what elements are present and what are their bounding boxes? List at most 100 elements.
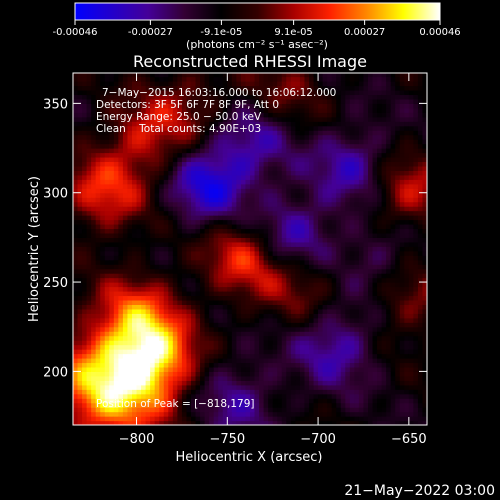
heatmap-cell: [141, 402, 147, 408]
heatmap-cell: [181, 192, 188, 198]
heatmap-cell: [141, 375, 147, 381]
heatmap-cell: [277, 103, 283, 109]
heatmap-cell: [281, 188, 287, 194]
heatmap-cell: [82, 411, 88, 417]
heatmap-cell: [336, 170, 342, 176]
heatmap-cell: [150, 94, 156, 100]
heatmap-cell: [254, 371, 260, 377]
heatmap-cell: [91, 197, 97, 203]
heatmap-cell: [136, 380, 142, 386]
heatmap-cell: [245, 389, 251, 395]
heatmap-cell: [132, 322, 138, 328]
heatmap-cell: [231, 121, 237, 127]
heatmap-cell: [286, 201, 292, 207]
heatmap-cell: [136, 322, 142, 328]
heatmap-cell: [86, 277, 92, 283]
heatmap-cell: [168, 380, 174, 386]
heatmap-cell: [177, 259, 183, 265]
heatmap-cell: [286, 188, 292, 194]
heatmap-cell: [113, 152, 119, 158]
heatmap-cell: [231, 264, 237, 270]
heatmap-cell: [200, 340, 206, 346]
heatmap-cell: [295, 232, 301, 238]
heatmap-cell: [186, 393, 192, 399]
heatmap-cell: [204, 206, 210, 212]
heatmap-cell: [172, 326, 178, 332]
heatmap-cell: [259, 232, 265, 238]
heatmap-cell: [168, 116, 174, 122]
heatmap-cell: [290, 273, 296, 279]
heatmap-cell: [327, 308, 333, 314]
heatmap-cell: [309, 290, 315, 297]
heatmap-cell: [313, 371, 319, 377]
heatmap-cell: [209, 76, 215, 82]
heatmap-cell: [100, 331, 106, 337]
heatmap-cell: [200, 76, 206, 82]
heatmap-cell: [236, 389, 242, 395]
heatmap-cell: [313, 357, 319, 364]
heatmap-cell: [259, 237, 265, 243]
heatmap-cell: [281, 362, 287, 368]
heatmap-cell: [145, 161, 151, 167]
heatmap-cell: [254, 76, 260, 82]
heatmap-cell: [86, 322, 92, 328]
heatmap-cell: [209, 206, 215, 212]
heatmap-cell: [336, 371, 342, 377]
heatmap-cell: [150, 201, 156, 207]
heatmap-cell: [231, 241, 237, 247]
heatmap-cell: [272, 416, 278, 422]
heatmap-cell: [295, 94, 301, 100]
heatmap-cell: [213, 76, 219, 82]
heatmap-cell: [150, 331, 156, 337]
heatmap-cell: [222, 89, 228, 96]
heatmap-cell: [227, 192, 233, 198]
heatmap-cell: [200, 335, 206, 341]
heatmap-cell: [163, 255, 169, 261]
heatmap-cell: [231, 232, 237, 238]
heatmap-cell: [154, 228, 160, 234]
heatmap-cell: [109, 411, 115, 417]
heatmap-cell: [299, 165, 306, 171]
heatmap-cell: [191, 121, 197, 127]
heatmap-cell: [240, 76, 247, 82]
heatmap-cell: [286, 264, 292, 270]
heatmap-cell: [236, 357, 242, 364]
heatmap-cell: [286, 317, 292, 323]
heatmap-cell: [177, 183, 183, 189]
heatmap-cell: [231, 170, 237, 176]
heatmap-cell: [340, 389, 346, 395]
heatmap-cell: [195, 380, 201, 386]
heatmap-cell: [331, 116, 337, 122]
heatmap-cell: [200, 246, 206, 252]
heatmap-cell: [354, 89, 360, 96]
heatmap-cell: [95, 259, 101, 265]
heatmap-cell: [118, 317, 124, 323]
heatmap-cell: [309, 304, 315, 310]
heatmap-cell: [345, 210, 351, 216]
heatmap-cell: [231, 335, 237, 341]
heatmap-cell: [122, 134, 129, 140]
heatmap-cell: [150, 85, 156, 91]
heatmap-cell: [318, 362, 324, 368]
heatmap-cell: [354, 81, 360, 87]
heatmap-cell: [245, 313, 251, 319]
heatmap-cell: [286, 73, 292, 78]
heatmap-cell: [132, 148, 138, 154]
heatmap-cell: [73, 290, 79, 297]
heatmap-cell: [209, 201, 215, 207]
heatmap-cell: [331, 273, 337, 279]
heatmap-cell: [191, 416, 197, 422]
heatmap-cell: [322, 237, 328, 243]
heatmap-cell: [127, 165, 133, 171]
heatmap-cell: [109, 103, 115, 109]
heatmap-cell: [191, 170, 197, 176]
heatmap-cell: [263, 340, 269, 346]
heatmap-cell: [132, 411, 138, 417]
heatmap-cell: [295, 313, 301, 319]
heatmap-cell: [304, 94, 310, 100]
heatmap-cell: [277, 130, 283, 136]
heatmap-cell: [195, 384, 201, 390]
heatmap-cell: [200, 219, 206, 225]
heatmap-cell: [168, 161, 174, 167]
heatmap-cell: [340, 197, 346, 203]
